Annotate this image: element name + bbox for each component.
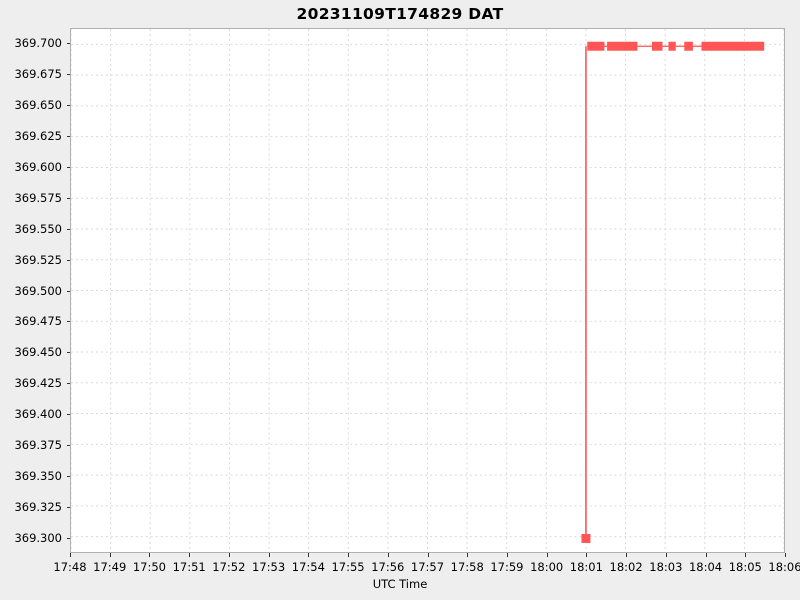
data-series-layer bbox=[581, 41, 765, 543]
x-axis-tick-mark bbox=[427, 553, 429, 557]
x-axis-tick-mark bbox=[745, 553, 747, 557]
x-axis-tick-label: 17:49 bbox=[93, 560, 127, 574]
y-axis-tick-label: 369.525 bbox=[14, 252, 62, 267]
plot-area bbox=[70, 28, 785, 553]
y-axis-tick-mark bbox=[66, 74, 70, 76]
x-axis-tick-mark bbox=[348, 553, 350, 557]
x-axis-tick-label: 17:58 bbox=[450, 560, 484, 574]
x-axis-tick-mark bbox=[387, 553, 389, 557]
y-axis-tick-label: 369.300 bbox=[14, 530, 62, 545]
x-axis-tick-mark bbox=[506, 553, 508, 557]
x-axis-tick-mark bbox=[546, 553, 548, 557]
x-axis-tick-mark bbox=[149, 553, 151, 557]
y-axis-tick-mark bbox=[66, 105, 70, 107]
data-segment bbox=[587, 41, 605, 51]
data-segment bbox=[607, 41, 638, 51]
y-axis-tick-label: 369.400 bbox=[14, 407, 62, 422]
y-axis-tick-mark bbox=[66, 43, 70, 45]
x-axis-tick-mark bbox=[586, 553, 588, 557]
data-segment bbox=[668, 41, 676, 51]
y-axis-tick-label: 369.700 bbox=[14, 36, 62, 51]
x-axis-tick-label: 17:56 bbox=[371, 560, 405, 574]
x-axis-tick-label: 18:03 bbox=[649, 560, 683, 574]
y-axis-tick-label: 369.475 bbox=[14, 314, 62, 329]
y-axis-tick-label: 369.375 bbox=[14, 437, 62, 452]
x-axis-tick-label: 17:51 bbox=[172, 560, 206, 574]
y-axis-tick-label: 369.325 bbox=[14, 499, 62, 514]
y-axis-tick-mark bbox=[66, 197, 70, 199]
y-axis-tick-label: 369.500 bbox=[14, 283, 62, 298]
data-segment bbox=[651, 41, 663, 51]
x-axis-tick-label: 18:01 bbox=[569, 560, 603, 574]
x-axis-tick-label: 17:57 bbox=[410, 560, 445, 574]
data-point-marker bbox=[581, 533, 591, 543]
data-segment bbox=[684, 41, 693, 51]
x-axis-tick-mark bbox=[228, 553, 230, 557]
grid-lines bbox=[71, 29, 784, 552]
y-axis-tick-label: 369.450 bbox=[14, 345, 62, 360]
y-axis-tick-mark bbox=[66, 414, 70, 416]
y-axis-tick-mark bbox=[66, 444, 70, 446]
x-axis-tick-label: 18:06 bbox=[768, 560, 800, 574]
x-axis-tick-label: 17:48 bbox=[53, 560, 87, 574]
y-axis-tick-mark bbox=[66, 537, 70, 539]
x-axis-tick-label: 17:52 bbox=[212, 560, 246, 574]
x-axis-tick-label: 17:55 bbox=[331, 560, 365, 574]
x-axis-tick-label: 18:00 bbox=[530, 560, 564, 574]
y-axis-tick-mark bbox=[66, 383, 70, 385]
x-axis-tick-label: 18:04 bbox=[688, 560, 723, 574]
x-axis-tick-mark bbox=[189, 553, 191, 557]
y-axis-tick-label: 369.600 bbox=[14, 159, 62, 174]
y-axis-tick-mark bbox=[66, 166, 70, 168]
x-axis-tick-mark bbox=[665, 553, 667, 557]
x-axis-tick-label: 18:05 bbox=[728, 560, 762, 574]
x-axis-tick-label: 17:59 bbox=[490, 560, 524, 574]
y-axis-tick-label: 369.425 bbox=[14, 376, 62, 391]
x-axis-tick-label: 17:54 bbox=[291, 560, 325, 574]
y-axis-tick-label: 369.575 bbox=[14, 190, 62, 205]
y-axis-tick-label: 369.625 bbox=[14, 129, 62, 144]
y-axis-tick-label: 369.650 bbox=[14, 98, 62, 113]
y-axis-tick-mark bbox=[66, 475, 70, 477]
x-axis-tick-mark bbox=[626, 553, 628, 557]
x-axis-tick-mark bbox=[308, 553, 310, 557]
chart-title: 20231109T174829 DAT bbox=[296, 5, 504, 23]
x-axis-tick-label: 18:02 bbox=[609, 560, 643, 574]
x-axis-tick-mark bbox=[70, 553, 71, 557]
y-axis-tick-mark bbox=[66, 321, 70, 323]
y-axis-tick-mark bbox=[66, 290, 70, 292]
x-axis-tick-label: 17:50 bbox=[132, 560, 167, 574]
y-axis-tick-label: 369.550 bbox=[14, 221, 62, 236]
y-axis-tick-label: 369.350 bbox=[14, 468, 62, 483]
x-axis-label: UTC Time bbox=[372, 577, 428, 591]
y-axis-tick-mark bbox=[66, 259, 70, 261]
y-axis-tick-mark bbox=[66, 228, 70, 230]
x-axis-tick-mark bbox=[109, 553, 111, 557]
y-axis-tick-mark bbox=[66, 506, 70, 508]
y-axis-tick-mark bbox=[66, 136, 70, 138]
x-axis-tick-mark bbox=[785, 553, 786, 557]
y-axis-tick-label: 369.675 bbox=[14, 67, 62, 82]
x-axis-tick-label: 17:53 bbox=[252, 560, 286, 574]
data-segment bbox=[701, 41, 765, 51]
y-axis-tick-mark bbox=[66, 352, 70, 354]
x-axis-tick-mark bbox=[467, 553, 469, 557]
x-axis-tick-mark bbox=[268, 553, 270, 557]
x-axis-tick-mark bbox=[705, 553, 707, 557]
